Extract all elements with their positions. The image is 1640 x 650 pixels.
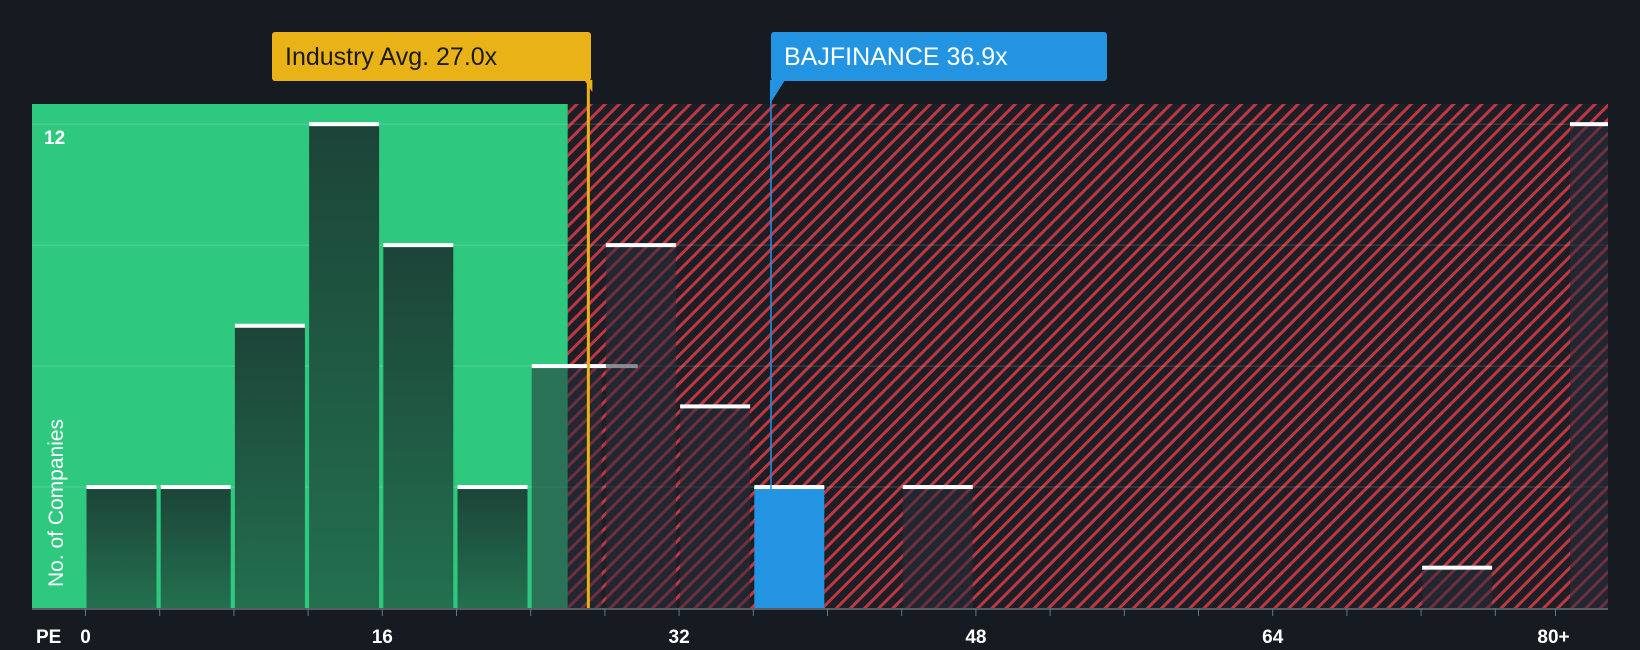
company-pe-label-pointer — [769, 80, 785, 104]
bar-cap — [605, 243, 676, 248]
x-tick-label: 48 — [965, 627, 986, 648]
bar-cap — [680, 404, 751, 409]
industry-avg-label-text: Industry Avg. 27.0x — [285, 43, 498, 71]
histogram-bar — [605, 245, 676, 608]
histogram-bar — [902, 487, 973, 608]
histogram-bar — [1570, 124, 1608, 608]
histogram-bar — [1422, 567, 1493, 608]
x-axis-label: PE — [36, 627, 61, 648]
y-axis-label: No. of Companies — [45, 419, 68, 587]
bar-cap — [234, 323, 305, 328]
x-tick-label: 64 — [1262, 627, 1284, 648]
bar-cap — [754, 485, 825, 490]
bar-cap — [160, 485, 231, 490]
bar-cap — [86, 485, 157, 490]
x-tick-label: 80+ — [1537, 627, 1569, 648]
x-tick-label: 0 — [80, 627, 91, 648]
industry-avg-label-pointer — [584, 80, 593, 92]
histogram-bar — [383, 245, 454, 608]
company-pe-label-text: BAJFINANCE 36.9x — [784, 43, 1008, 71]
x-tick-label: 32 — [669, 627, 690, 648]
bar-cap — [531, 364, 638, 369]
x-tick-label: 16 — [372, 627, 393, 648]
bar-cap — [309, 122, 380, 127]
bar-cap — [902, 485, 973, 490]
histogram-bar — [234, 325, 305, 608]
bar-cap — [1422, 565, 1493, 570]
bar-cap — [457, 485, 528, 490]
histogram-bar — [531, 366, 602, 608]
histogram-bar — [309, 124, 380, 608]
histogram-bar — [754, 487, 825, 608]
company-pe-label-box — [771, 32, 1107, 81]
bar-cap — [383, 243, 454, 248]
industry-avg-label-box — [272, 32, 591, 81]
histogram-bar — [86, 487, 157, 608]
histogram-bar — [680, 406, 751, 608]
y-tick-label: 12 — [44, 128, 65, 149]
bar-cap — [1570, 122, 1608, 127]
histogram-bar — [457, 487, 528, 608]
histogram-bar — [160, 487, 231, 608]
